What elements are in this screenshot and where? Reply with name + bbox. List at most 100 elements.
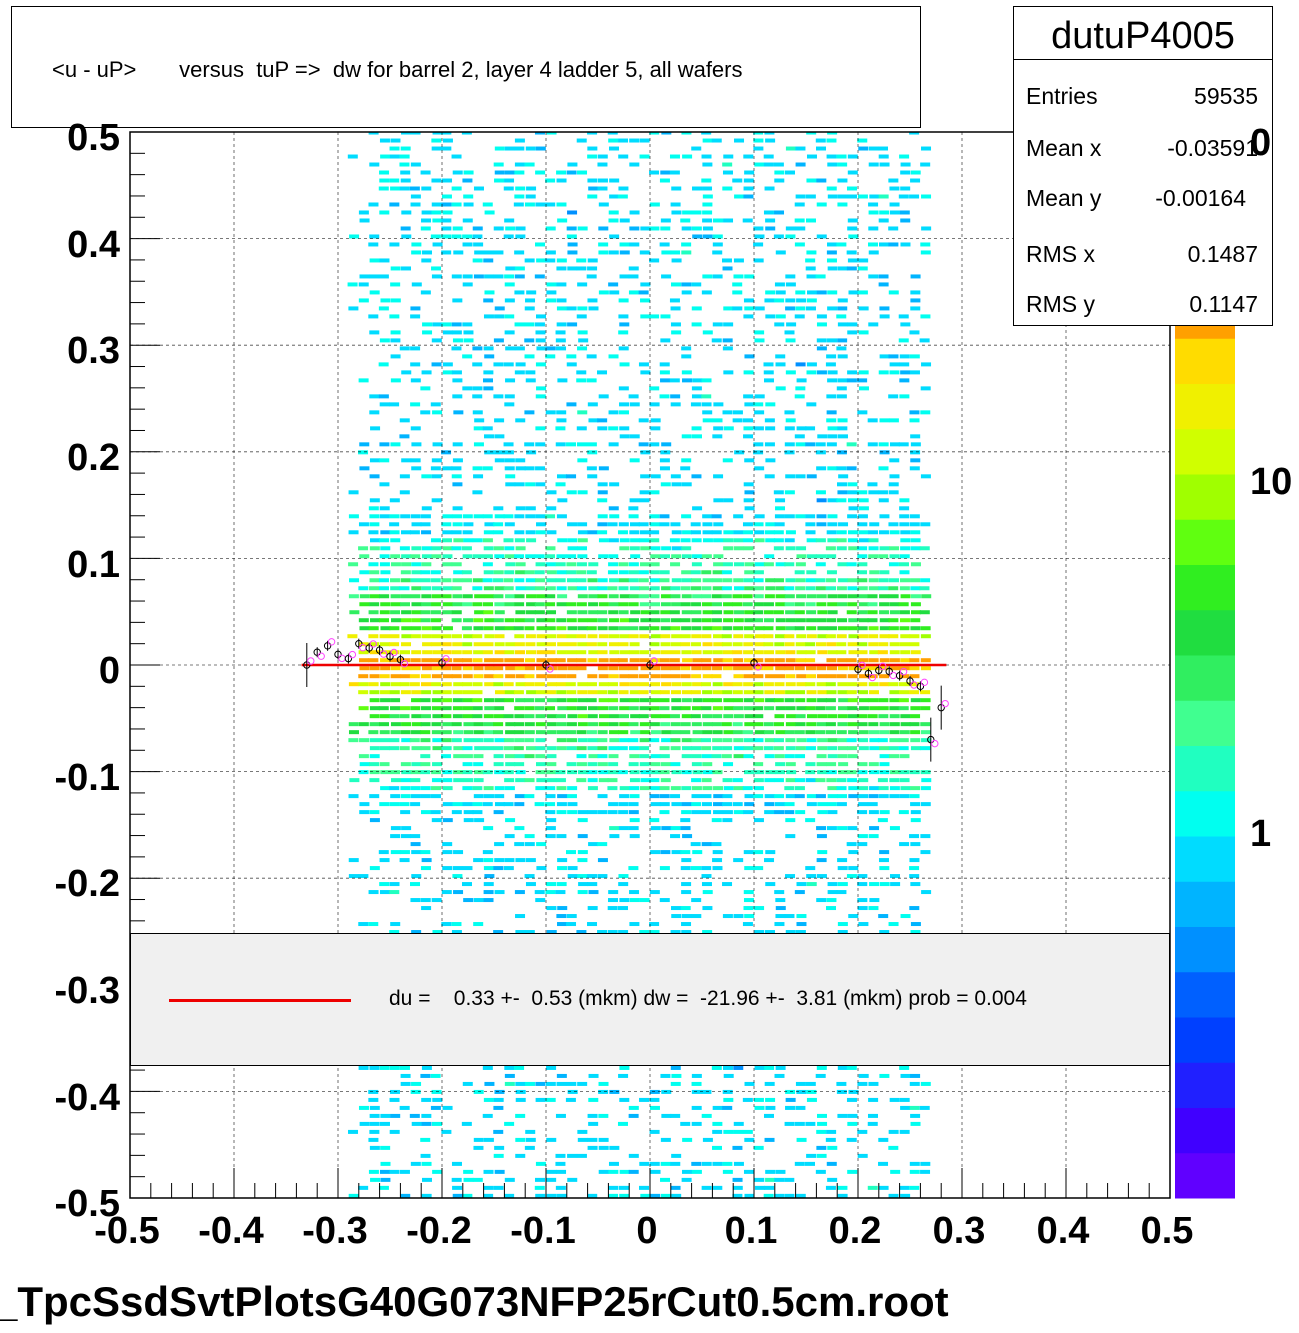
heatmap-cell (713, 802, 724, 807)
heatmap-cell (764, 554, 775, 559)
heatmap-cell (453, 850, 464, 855)
heatmap-cell (535, 394, 546, 399)
heatmap-cell (576, 562, 587, 567)
heatmap-cell (669, 378, 680, 383)
heatmap-cell (379, 562, 390, 567)
heatmap-cell (473, 762, 484, 767)
heatmap-cell (378, 186, 389, 191)
heatmap-cell (452, 298, 463, 303)
heatmap-cell (868, 722, 879, 727)
heatmap-cell (691, 738, 702, 743)
heatmap-cell (461, 132, 472, 135)
heatmap-cell (545, 346, 556, 351)
heatmap-cell (711, 618, 722, 623)
heatmap-cell (795, 514, 806, 519)
heatmap-cell (753, 850, 764, 855)
heatmap-cell (723, 762, 734, 767)
heatmap-cell (608, 506, 619, 511)
heatmap-cell (504, 778, 515, 783)
heatmap-cell (889, 610, 900, 615)
heatmap-cell (773, 722, 784, 727)
heatmap-cell (534, 890, 545, 895)
heatmap-cell (358, 378, 369, 383)
heatmap-cell (681, 546, 692, 551)
stats-value: 59535 (1194, 83, 1258, 109)
heatmap-cell (493, 530, 504, 535)
heatmap-cell (692, 698, 703, 703)
heatmap-cell (691, 282, 702, 287)
profile-point-alt (546, 665, 554, 673)
heatmap-cell (494, 794, 505, 799)
heatmap-cell (420, 746, 431, 751)
heatmap-cell (567, 538, 578, 543)
heatmap-cell (535, 146, 546, 151)
heatmap-cell (669, 170, 680, 175)
heatmap-cell (837, 714, 848, 719)
heatmap-cell (753, 138, 764, 143)
heatmap-cell (421, 858, 432, 863)
heatmap-cell (867, 442, 878, 447)
heatmap-cell (534, 682, 545, 687)
heatmap-cell (723, 682, 734, 687)
heatmap-cell (888, 626, 899, 631)
heatmap-cell (473, 642, 484, 647)
heatmap-cell (733, 914, 744, 919)
heatmap-cell (775, 906, 786, 911)
heatmap-cell (546, 770, 557, 775)
heatmap-cell (607, 898, 618, 903)
heatmap-cell (609, 730, 620, 735)
heatmap-cell (607, 690, 618, 695)
heatmap-cell (711, 754, 722, 759)
heatmap-cell (847, 490, 858, 495)
heatmap-cell (795, 698, 806, 703)
heatmap-cell (743, 850, 754, 855)
heatmap-cell (805, 778, 816, 783)
heatmap-cell (494, 586, 505, 591)
heatmap-cell (348, 722, 359, 727)
heatmap-cell (347, 634, 358, 639)
profile-point-alt (369, 640, 377, 648)
heatmap-cell (691, 146, 702, 151)
heatmap-cell (712, 714, 723, 719)
heatmap-cell (889, 722, 900, 727)
heatmap-cell (617, 1121, 628, 1126)
heatmap-cell (545, 554, 556, 559)
heatmap-cell (765, 1177, 776, 1182)
heatmap-cell (784, 1193, 795, 1198)
heatmap-cell (557, 906, 568, 911)
heatmap-cell (899, 586, 910, 591)
heatmap-cell (493, 658, 504, 663)
heatmap-cell (838, 474, 849, 479)
heatmap-cell (369, 1121, 380, 1126)
heatmap-cell (784, 602, 795, 607)
heatmap-cell (420, 762, 431, 767)
heatmap-cell (628, 1113, 639, 1118)
heatmap-cell (680, 850, 691, 855)
heatmap-cell (588, 1121, 599, 1126)
heatmap-cell (867, 802, 878, 807)
heatmap-cell (461, 570, 472, 575)
heatmap-cell (474, 418, 485, 423)
heatmap-cell (566, 922, 577, 927)
heatmap-cell (640, 450, 651, 455)
heatmap-cell (858, 746, 869, 751)
heatmap-cell (661, 730, 672, 735)
heatmap-cell (411, 466, 422, 471)
heatmap-cell (567, 522, 578, 527)
heatmap-cell (775, 506, 786, 511)
heatmap-cell (535, 202, 546, 207)
heatmap-cell (608, 722, 619, 727)
heatmap-cell (723, 1097, 734, 1102)
heatmap-cell (420, 674, 431, 679)
heatmap-cell (670, 1065, 681, 1070)
heatmap-cell (681, 650, 692, 655)
heatmap-cell (608, 282, 619, 287)
heatmap-cell (794, 1121, 805, 1126)
heatmap-cell (660, 674, 671, 679)
heatmap-cell (390, 554, 401, 559)
heatmap-cell (597, 650, 608, 655)
heatmap-cell (629, 586, 640, 591)
heatmap-cell (701, 154, 712, 159)
heatmap-cell (899, 778, 910, 783)
heatmap-cell (556, 202, 567, 207)
